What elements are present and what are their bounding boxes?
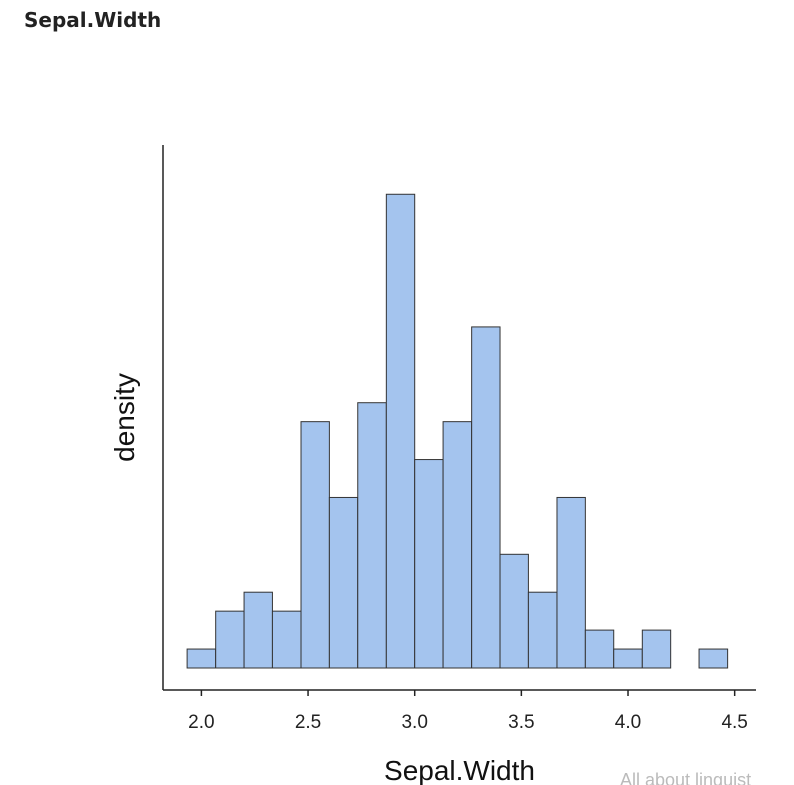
page-title: Sepal.Width	[24, 8, 162, 32]
histogram-bar	[641, 629, 672, 669]
histogram-bar	[584, 629, 615, 669]
histogram-bar	[271, 610, 302, 669]
histogram-bar	[499, 553, 529, 669]
bars-group	[186, 193, 729, 669]
x-tick-label: 3.5	[508, 712, 534, 733]
histogram-bar	[527, 591, 558, 669]
histogram-bar	[357, 402, 387, 669]
histogram-bar	[215, 610, 245, 669]
histogram-bar	[442, 421, 473, 669]
x-tick-label: 4.5	[721, 712, 747, 733]
x-axis-title: Sepal.Width	[384, 755, 535, 785]
x-tick-label: 4.0	[615, 712, 641, 733]
histogram-bar	[698, 648, 729, 669]
histogram-bar	[243, 591, 273, 669]
histogram-bar	[556, 496, 586, 669]
histogram-bar	[414, 459, 444, 669]
histogram-bar	[613, 648, 643, 669]
y-axis-title: density	[109, 373, 140, 462]
histogram-bar	[471, 326, 501, 669]
histogram-bar	[186, 648, 217, 669]
x-tick-label: 2.5	[295, 712, 321, 733]
x-tick-label: 3.0	[401, 712, 427, 733]
x-ticks-group: 2.0 2.5 3.0 3.5 4.0 4.5	[188, 690, 748, 733]
watermark-text: All about linguist	[620, 770, 751, 785]
histogram-bar	[300, 421, 330, 669]
x-tick-label: 2.0	[188, 712, 214, 733]
histogram-bar	[385, 193, 416, 669]
histogram-bar	[328, 496, 359, 669]
